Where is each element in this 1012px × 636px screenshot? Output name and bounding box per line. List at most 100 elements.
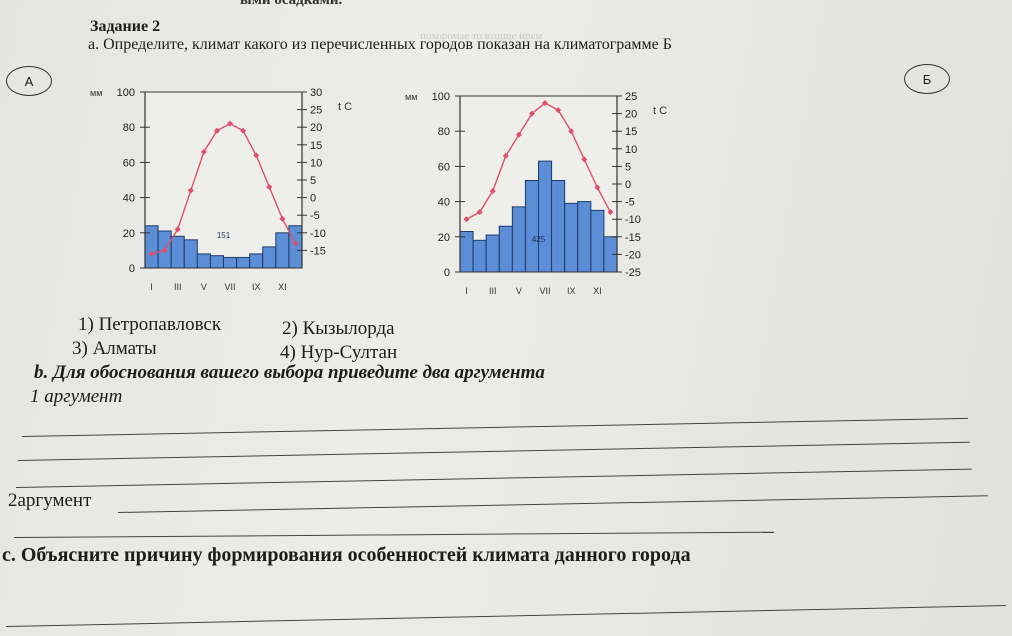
argument-2-label: 2аргумент (8, 490, 92, 511)
precip-bar (183, 239, 198, 269)
temperature-point (200, 148, 207, 155)
temperature-point (161, 247, 168, 254)
task-a-text: а. Определите, климат какого из перечисл… (88, 36, 672, 53)
temp-tick-label: -5 (310, 210, 320, 222)
temp-tick-label: -20 (625, 249, 641, 261)
precip-tick-label: 40 (438, 197, 450, 209)
temp-axis-label: t C (653, 105, 667, 117)
precip-bar (564, 202, 579, 273)
temp-tick-label: 5 (310, 175, 316, 187)
precip-bar (459, 231, 474, 273)
precip-bar (275, 232, 290, 269)
precip-bar (288, 225, 303, 269)
temperature-point (463, 216, 470, 223)
precip-bar (236, 256, 251, 269)
temperature-line (151, 122, 297, 255)
temp-tick-label: 25 (625, 91, 637, 103)
marker-a: А (6, 66, 52, 96)
temperature-point (292, 240, 299, 247)
precip-bar (249, 253, 264, 269)
precip-bar (262, 246, 277, 269)
question-b: b. Для обоснования вашего выбора приведи… (34, 362, 545, 383)
answer-line[interactable] (21, 417, 968, 437)
faint-show-through-text: похоромае то втщще нрем (420, 30, 543, 42)
precip-tick-label: 60 (123, 157, 135, 169)
precip-tick-label: 0 (444, 267, 450, 279)
x-tick-label: VII (540, 286, 551, 296)
x-tick-label: III (174, 282, 182, 292)
temperature-point (607, 209, 614, 216)
temp-axis-label: t C (338, 101, 352, 113)
precip-bar (170, 235, 185, 269)
precip-tick-label: 20 (123, 228, 135, 240)
answer-line[interactable] (5, 605, 1006, 627)
temperature-point (213, 127, 220, 134)
precip-bar (144, 225, 159, 269)
answer-line[interactable] (17, 441, 970, 461)
argument-1-label: 1 аргумент (30, 386, 123, 407)
precip-bar (472, 239, 487, 273)
annual-total-label: 151 (217, 231, 231, 240)
climate-chart-b: 0 20 40 60 80 100 -25 -20 -15 -10 -5 0 5 10 15 20 25 мм t … (405, 91, 667, 296)
temp-tick-label: 25 (310, 105, 322, 117)
temperature-point (240, 127, 247, 134)
temp-tick-label: -5 (625, 197, 635, 209)
temp-tick-label: -10 (310, 228, 326, 240)
precip-bar (590, 209, 605, 273)
precip-bar (485, 234, 500, 273)
temperature-point (476, 209, 483, 216)
temperature-point (148, 250, 155, 257)
answer-line[interactable] (15, 468, 972, 488)
precip-bar (223, 256, 238, 269)
top-cut-text: ыми осадками. (240, 0, 343, 8)
temp-tick-label: 10 (310, 157, 322, 169)
temperature-point (542, 100, 549, 107)
temperature-point (187, 187, 194, 194)
precip-tick-label: 40 (123, 193, 135, 205)
temp-tick-label: -15 (625, 232, 641, 244)
annual-total-label: 425 (532, 235, 546, 244)
option-1: 1) Петропавловск (78, 314, 222, 335)
option-2: 2) Кызылорда (282, 318, 395, 339)
precip-tick-label: 60 (438, 161, 450, 173)
precip-bar (196, 253, 211, 269)
temperature-point (594, 184, 601, 191)
temp-tick-label: 0 (310, 193, 316, 205)
temperature-point (502, 152, 509, 159)
temperature-point (253, 152, 260, 159)
task-title: Задание 2 (90, 18, 161, 35)
temp-tick-label: 15 (310, 140, 322, 152)
x-tick-label: I (465, 286, 468, 296)
temp-tick-label: 20 (625, 109, 637, 121)
temp-tick-label: 0 (625, 179, 631, 191)
precip-axis-label: мм (90, 88, 102, 98)
temp-tick-label: 5 (625, 161, 631, 173)
precip-bar (524, 179, 540, 273)
precip-axis-label: мм (405, 92, 417, 102)
answer-line[interactable] (117, 495, 988, 513)
precip-tick-label: 80 (123, 122, 135, 134)
precip-bar (577, 201, 592, 273)
temp-tick-label: -10 (625, 214, 641, 226)
option-4: 4) Нур-Султан (280, 342, 398, 363)
answer-line[interactable] (13, 531, 774, 538)
precip-tick-label: 0 (129, 263, 135, 275)
precip-bar (498, 225, 513, 273)
precip-bar (511, 206, 526, 273)
x-tick-label: XI (278, 282, 287, 292)
precip-bar (551, 179, 566, 273)
temperature-point (528, 110, 535, 117)
temperature-point (555, 107, 562, 114)
temperature-point (515, 131, 522, 138)
temp-tick-label: 30 (310, 87, 322, 99)
question-c: с. Объясните причину формирования особен… (2, 544, 691, 566)
option-3: 3) Алматы (72, 338, 157, 359)
temperature-point (489, 188, 496, 195)
temperature-point (227, 120, 234, 127)
x-tick-label: IX (567, 286, 576, 296)
temp-tick-label: 20 (310, 122, 322, 134)
precip-bar (209, 255, 225, 269)
precip-tick-label: 20 (438, 232, 450, 244)
precip-tick-label: 80 (438, 126, 450, 138)
